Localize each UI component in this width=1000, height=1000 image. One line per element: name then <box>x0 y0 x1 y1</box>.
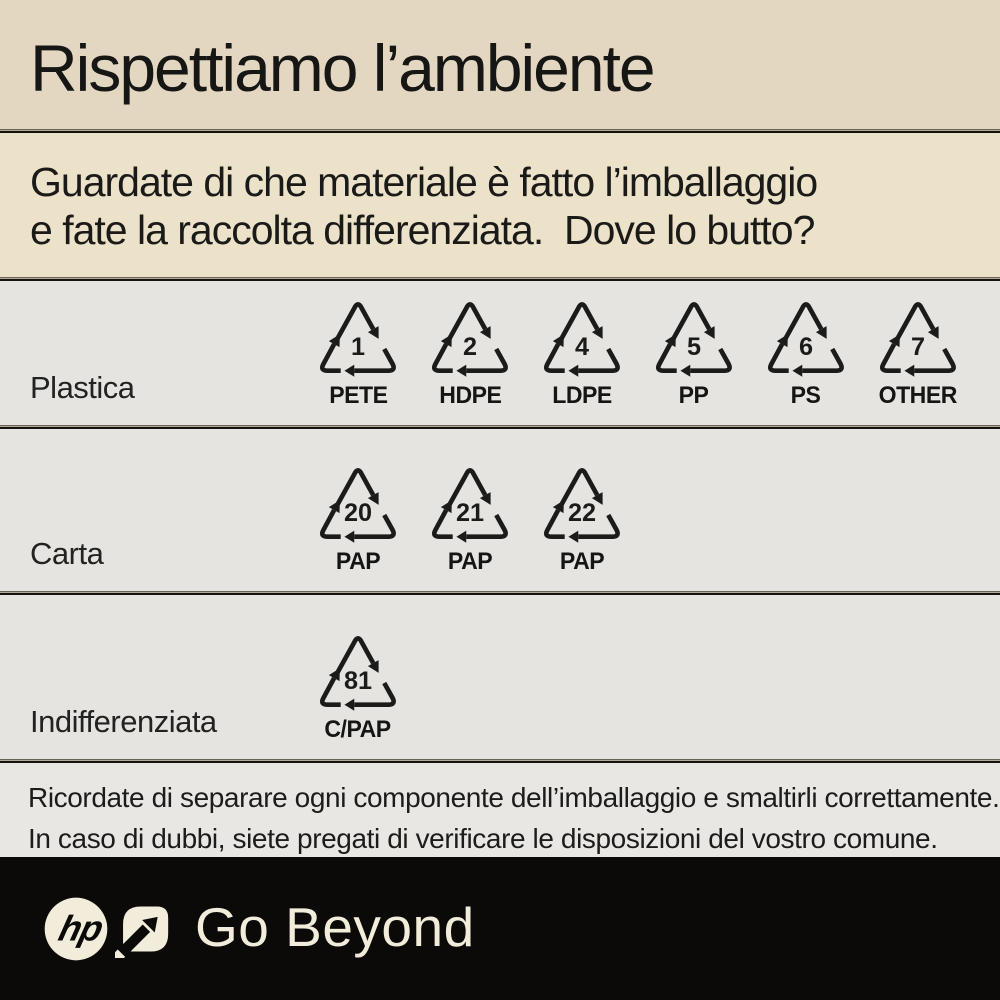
recycling-symbol: 22 PAP <box>526 461 638 577</box>
page-title: Rispettiamo l’ambiente <box>30 30 656 105</box>
symbol-group: 20 PAP 21 PAP 22 PAP <box>302 461 638 577</box>
hp-logo-circle <box>44 897 108 960</box>
material-code-label: PP <box>679 382 709 409</box>
intro-line-1: Guardate di che materiale è fatto l’imba… <box>30 159 818 205</box>
intro-line-2: e fate la raccolta differenziata. Dove l… <box>30 207 815 254</box>
symbol-code: 81 <box>344 667 372 695</box>
recycling-triangle-icon: 81 <box>311 629 405 715</box>
recycling-symbol: 21 PAP <box>414 461 526 577</box>
recycling-triangle-icon: 1 <box>311 295 405 381</box>
recycling-symbol: 20 PAP <box>302 461 414 577</box>
go-beyond-arrow-icon <box>115 905 169 958</box>
intro-band: Guardate di che materiale è fatto l’imba… <box>0 133 1000 277</box>
symbol-code: 6 <box>799 333 813 361</box>
section-divider <box>0 591 1000 595</box>
header-band: Rispettiamo l’ambiente <box>0 0 1000 129</box>
recycling-symbol: 2 HDPE <box>414 295 526 411</box>
recycling-symbol: 7 OTHER <box>862 295 974 411</box>
material-label: Carta <box>30 536 104 571</box>
note-line-1: Ricordate di separare ogni componente de… <box>28 782 1000 813</box>
symbol-group: 81 C/PAP <box>302 629 414 745</box>
arrow-head-cut <box>142 916 158 933</box>
recycling-symbol: 6 PS <box>750 295 862 411</box>
recycling-symbol: 4 LDPE <box>526 295 638 411</box>
material-code-label: PAP <box>335 548 381 575</box>
recycling-triangle-icon: 5 <box>647 295 741 381</box>
material-label: Plastica <box>30 370 135 405</box>
recycling-triangle-icon: 6 <box>759 295 853 381</box>
recycling-symbol: 81 C/PAP <box>302 629 414 745</box>
symbol-code: 4 <box>575 333 589 361</box>
recycling-symbol: 5 PP <box>638 295 750 411</box>
symbol-code: 7 <box>911 333 925 361</box>
symbol-code: 1 <box>351 333 365 361</box>
material-row-indifferenziata: Indifferenziata 81 C/PAP <box>0 595 1000 759</box>
footer-band: hp Go Beyond <box>0 857 1000 1000</box>
material-code-label: PAP <box>559 548 605 575</box>
symbol-code: 21 <box>456 499 484 527</box>
note-band: Ricordate di separare ogni componente de… <box>0 763 1000 857</box>
symbol-code: 20 <box>344 499 372 527</box>
recycling-triangle-icon: 7 <box>871 295 965 381</box>
arrow-tail-stub <box>115 948 126 958</box>
material-code-label: OTHER <box>878 382 958 409</box>
recycling-triangle-icon: 2 <box>423 295 517 381</box>
recycling-triangle-icon: 21 <box>423 461 517 547</box>
material-code-label: PS <box>791 382 821 409</box>
symbol-code: 2 <box>463 333 477 361</box>
material-code-label: C/PAP <box>324 716 392 743</box>
material-code-label: PAP <box>447 548 493 575</box>
recycling-triangle-icon: 4 <box>535 295 629 381</box>
material-row-plastica: Plastica 1 PETE 2 HDPE 4 LDPE 5 PP 6 PS <box>0 281 1000 425</box>
section-divider <box>0 759 1000 763</box>
material-code-label: LDPE <box>552 382 612 409</box>
arrow-shaft-cut <box>120 923 151 954</box>
material-label: Indifferenziata <box>30 704 217 739</box>
material-row-carta: Carta 20 PAP 21 PAP 22 PAP <box>0 429 1000 591</box>
hp-logo: hp <box>44 897 108 960</box>
section-divider <box>0 425 1000 429</box>
recycling-triangle-icon: 20 <box>311 461 405 547</box>
material-code-label: PETE <box>328 382 388 409</box>
symbol-code: 22 <box>568 499 596 527</box>
symbol-group: 1 PETE 2 HDPE 4 LDPE 5 PP 6 PS 7 OTHER <box>302 295 974 411</box>
note-line-2: In caso di dubbi, siete pregati di verif… <box>28 822 938 854</box>
recycling-symbol: 1 PETE <box>302 295 414 411</box>
recycling-triangle-icon: 22 <box>535 461 629 547</box>
section-divider <box>0 129 1000 133</box>
section-divider <box>0 277 1000 281</box>
material-code-label: HDPE <box>438 382 502 409</box>
symbol-code: 5 <box>687 333 701 361</box>
tagline: Go Beyond <box>195 895 475 958</box>
